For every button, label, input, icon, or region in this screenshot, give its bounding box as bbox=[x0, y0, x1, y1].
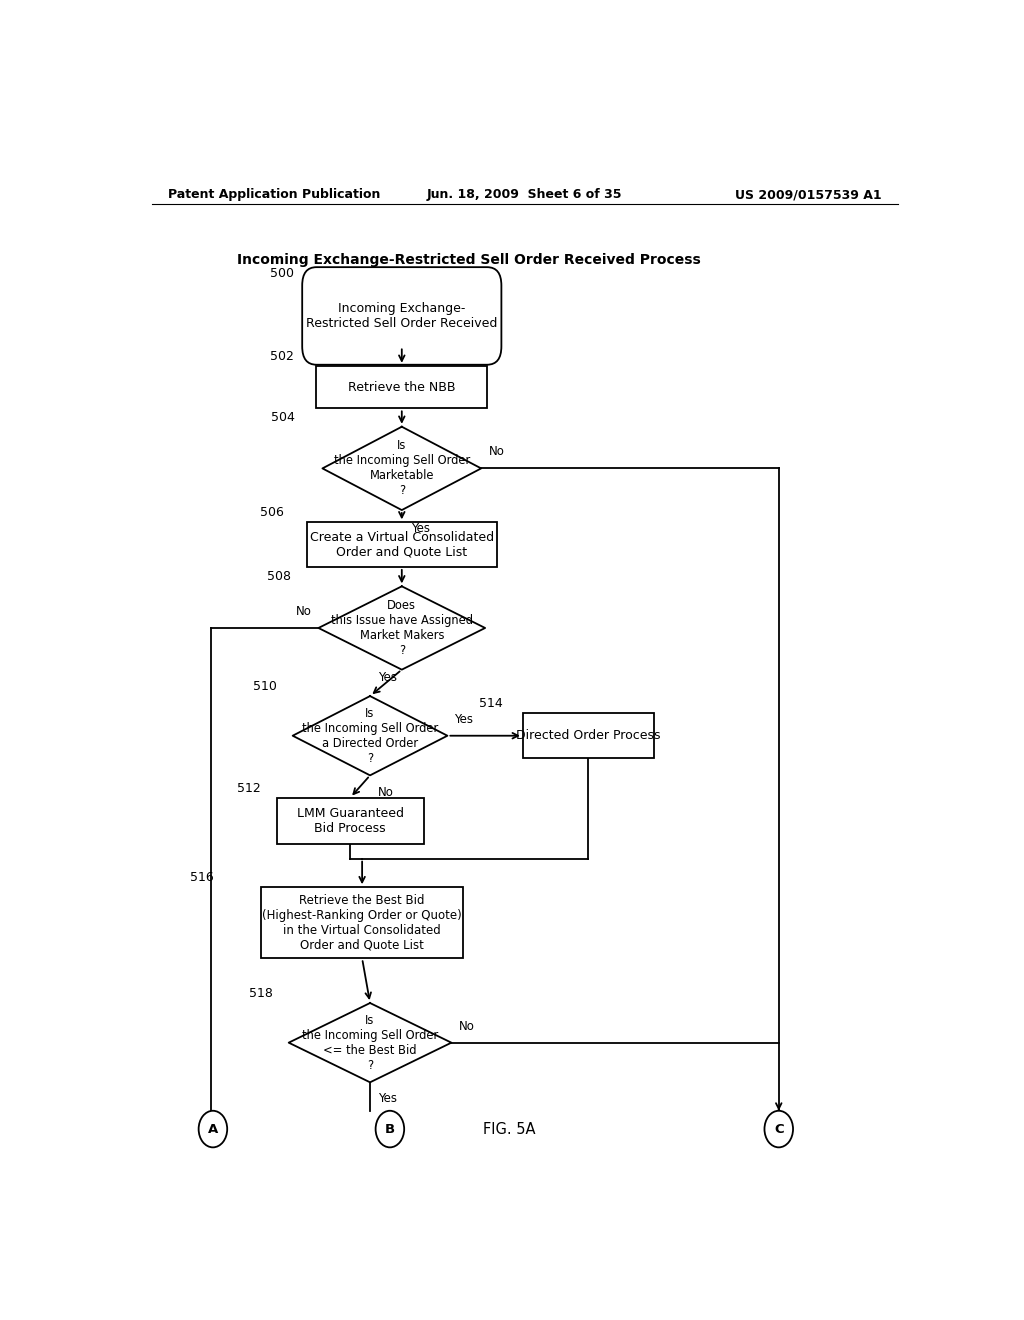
Text: 500: 500 bbox=[270, 268, 294, 280]
Text: Does
this Issue have Assigned
Market Makers
?: Does this Issue have Assigned Market Mak… bbox=[331, 599, 473, 657]
Text: No: No bbox=[489, 445, 505, 458]
Polygon shape bbox=[293, 696, 447, 775]
Text: Incoming Exchange-
Restricted Sell Order Received: Incoming Exchange- Restricted Sell Order… bbox=[306, 302, 498, 330]
Polygon shape bbox=[323, 426, 481, 510]
Text: No: No bbox=[460, 1019, 475, 1032]
Text: 510: 510 bbox=[253, 680, 276, 693]
Text: Create a Virtual Consolidated
Order and Quote List: Create a Virtual Consolidated Order and … bbox=[309, 531, 494, 558]
Circle shape bbox=[765, 1110, 793, 1147]
Bar bbox=[523, 713, 653, 758]
Bar bbox=[276, 797, 424, 845]
Text: C: C bbox=[774, 1122, 783, 1135]
Text: 516: 516 bbox=[189, 871, 213, 884]
Bar bbox=[306, 523, 497, 568]
Polygon shape bbox=[289, 1003, 452, 1082]
Text: US 2009/0157539 A1: US 2009/0157539 A1 bbox=[735, 189, 882, 202]
Bar bbox=[316, 366, 487, 408]
Text: No: No bbox=[296, 605, 312, 618]
Text: Jun. 18, 2009  Sheet 6 of 35: Jun. 18, 2009 Sheet 6 of 35 bbox=[427, 189, 623, 202]
Text: Retrieve the NBB: Retrieve the NBB bbox=[348, 380, 456, 393]
Text: 504: 504 bbox=[270, 411, 295, 424]
Text: 514: 514 bbox=[479, 697, 503, 710]
Text: 502: 502 bbox=[270, 350, 294, 363]
Text: 506: 506 bbox=[260, 507, 285, 519]
Text: Yes: Yes bbox=[378, 1093, 397, 1105]
Text: 508: 508 bbox=[266, 570, 291, 583]
Text: Yes: Yes bbox=[412, 523, 430, 536]
Text: 518: 518 bbox=[249, 987, 272, 1001]
Bar bbox=[261, 887, 463, 958]
Circle shape bbox=[199, 1110, 227, 1147]
Text: FIG. 5A: FIG. 5A bbox=[482, 1122, 536, 1137]
Text: A: A bbox=[208, 1122, 218, 1135]
Text: Is
the Incoming Sell Order
a Directed Order
?: Is the Incoming Sell Order a Directed Or… bbox=[302, 706, 438, 764]
Text: B: B bbox=[385, 1122, 395, 1135]
Text: LMM Guaranteed
Bid Process: LMM Guaranteed Bid Process bbox=[297, 807, 403, 836]
Text: 512: 512 bbox=[238, 781, 261, 795]
Circle shape bbox=[376, 1110, 404, 1147]
Text: No: No bbox=[378, 785, 394, 799]
Text: Retrieve the Best Bid
(Highest-Ranking Order or Quote)
in the Virtual Consolidat: Retrieve the Best Bid (Highest-Ranking O… bbox=[262, 894, 462, 952]
Text: Yes: Yes bbox=[454, 713, 473, 726]
Text: Patent Application Publication: Patent Application Publication bbox=[168, 189, 380, 202]
Text: Is
the Incoming Sell Order
<= the Best Bid
?: Is the Incoming Sell Order <= the Best B… bbox=[302, 1014, 438, 1072]
Text: Is
the Incoming Sell Order
Marketable
?: Is the Incoming Sell Order Marketable ? bbox=[334, 440, 470, 498]
Polygon shape bbox=[318, 586, 485, 669]
Text: Directed Order Process: Directed Order Process bbox=[516, 729, 660, 742]
Text: Incoming Exchange-Restricted Sell Order Received Process: Incoming Exchange-Restricted Sell Order … bbox=[238, 253, 701, 267]
Text: Yes: Yes bbox=[378, 671, 397, 684]
FancyBboxPatch shape bbox=[302, 267, 502, 364]
